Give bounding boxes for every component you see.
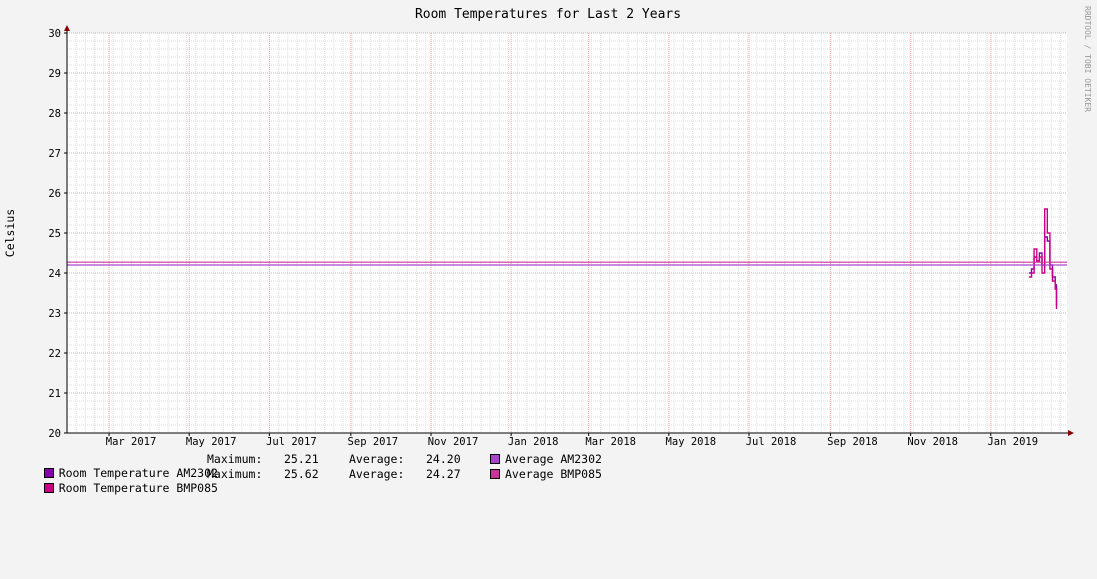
x-tick-label: Sep 2018 bbox=[827, 436, 878, 448]
legend-average-item: Average BMP085 bbox=[490, 467, 602, 481]
x-tick-label: Mar 2017 bbox=[106, 436, 157, 448]
x-axis-ticks: Mar 2017 May 2017 Jul 2017 Sep 2017 Nov 2017… bbox=[106, 433, 1038, 448]
grid bbox=[67, 32, 1067, 434]
x-tick-label: Nov 2017 bbox=[428, 436, 479, 448]
legend-average-name: Average AM2302 bbox=[505, 452, 602, 466]
legend-average-name: Average BMP085 bbox=[505, 467, 602, 481]
legend-max-value: 25.21 bbox=[284, 452, 319, 466]
legend-avg-value: 24.27 bbox=[426, 467, 461, 481]
legend-series-name: Room Temperature AM2302 bbox=[58, 466, 218, 480]
x-axis-arrow bbox=[1068, 430, 1074, 436]
y-axis-arrow bbox=[64, 25, 70, 31]
x-tick-label: Jan 2018 bbox=[508, 436, 559, 448]
x-tick-label: Jul 2018 bbox=[746, 436, 797, 448]
legend-max-label: Maximum: bbox=[207, 467, 263, 481]
y-tick-label: 30 bbox=[48, 28, 61, 40]
y-tick-label: 20 bbox=[48, 428, 61, 440]
y-axis-label: Celsius bbox=[3, 209, 17, 257]
x-tick-label: Jan 2019 bbox=[987, 436, 1038, 448]
y-tick-label: 23 bbox=[48, 308, 61, 320]
x-tick-label: Jul 2017 bbox=[266, 436, 317, 448]
y-tick-label: 27 bbox=[48, 148, 61, 160]
chart-title: Room Temperatures for Last 2 Years bbox=[415, 7, 681, 22]
watermark: RRDTOOL / TOBI OETIKER bbox=[1083, 6, 1092, 112]
legend: Room Temperature AM2302 Maximum: 25.21 A… bbox=[16, 452, 602, 495]
legend-row: Room Temperature AM2302 Maximum: 25.21 A… bbox=[16, 452, 602, 480]
x-tick-label: May 2018 bbox=[666, 436, 717, 448]
legend-max-value: 25.62 bbox=[284, 467, 319, 481]
x-tick-label: Nov 2018 bbox=[907, 436, 958, 448]
legend-swatch bbox=[490, 469, 500, 479]
legend-swatch bbox=[490, 454, 500, 464]
series-lines bbox=[67, 208, 1067, 309]
y-tick-label: 28 bbox=[48, 108, 61, 120]
x-tick-label: May 2017 bbox=[186, 436, 237, 448]
x-tick-label: Sep 2017 bbox=[348, 436, 399, 448]
legend-row: Room Temperature BMP085 Maximum: 25.62 A… bbox=[16, 467, 602, 495]
y-tick-label: 29 bbox=[48, 68, 61, 80]
legend-max-label: Maximum: bbox=[207, 452, 263, 466]
series-line-2 bbox=[1028, 208, 1058, 309]
x-tick-label: Mar 2018 bbox=[585, 436, 636, 448]
y-axis-ticks: 20 21 22 23 24 25 26 27 28 29 30 bbox=[48, 28, 67, 440]
y-tick-label: 24 bbox=[48, 268, 61, 280]
legend-avg-label: Average: bbox=[349, 467, 405, 481]
y-tick-label: 26 bbox=[48, 188, 61, 200]
legend-swatch bbox=[43, 483, 54, 493]
temperature-chart: 20 21 22 23 24 25 26 27 28 29 30 Mar 2017 May 2017 J… bbox=[3, 6, 1092, 448]
legend-avg-value: 24.20 bbox=[426, 452, 461, 466]
legend-swatch bbox=[43, 468, 54, 478]
legend-average-item: Average AM2302 bbox=[490, 452, 602, 466]
legend-series-name: Room Temperature BMP085 bbox=[58, 481, 218, 495]
y-tick-label: 22 bbox=[48, 348, 61, 360]
y-tick-label: 21 bbox=[48, 388, 61, 400]
legend-avg-label: Average: bbox=[349, 452, 405, 466]
y-tick-label: 25 bbox=[48, 228, 61, 240]
